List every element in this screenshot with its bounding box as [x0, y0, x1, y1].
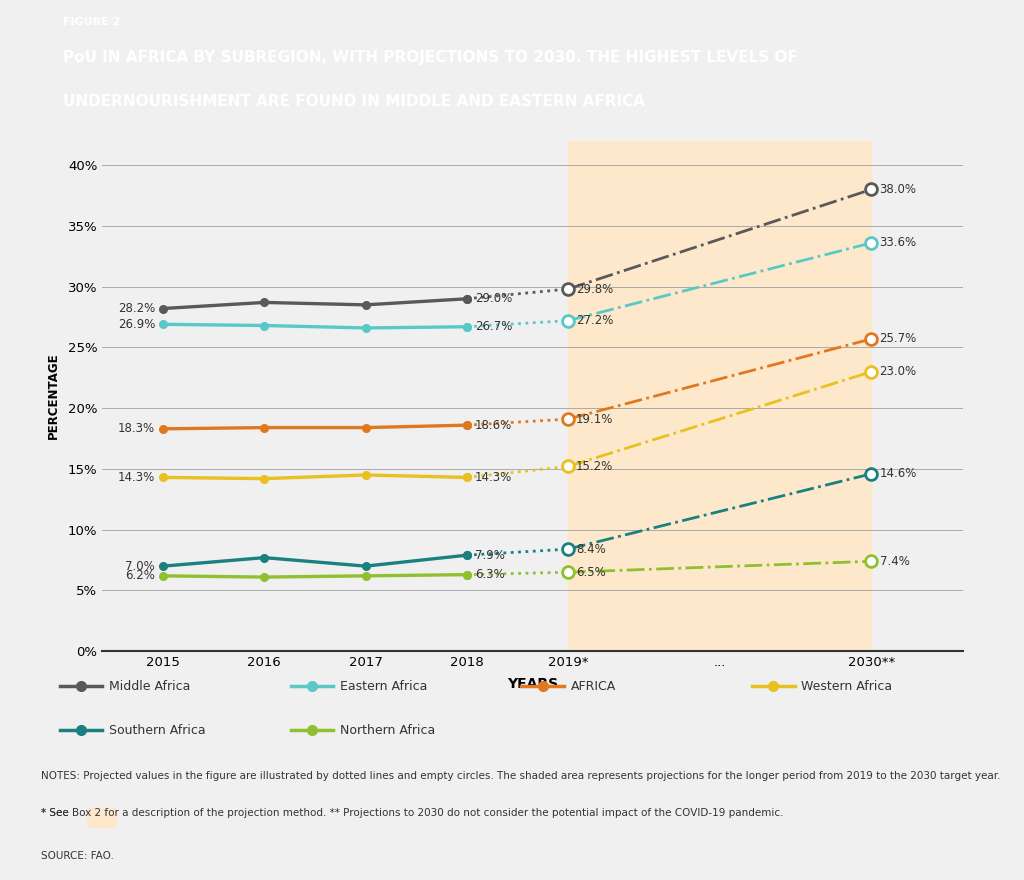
- Text: 8.4%: 8.4%: [575, 543, 606, 555]
- Text: PoU IN AFRICA BY SUBREGION, WITH PROJECTIONS TO 2030. THE HIGHEST LEVELS OF: PoU IN AFRICA BY SUBREGION, WITH PROJECT…: [63, 50, 799, 65]
- Text: 7.9%: 7.9%: [475, 549, 505, 561]
- Text: 18.6%: 18.6%: [475, 419, 512, 432]
- Text: 25.7%: 25.7%: [880, 333, 916, 345]
- Text: 6.5%: 6.5%: [575, 566, 606, 579]
- Text: 38.0%: 38.0%: [880, 183, 916, 196]
- Text: 19.1%: 19.1%: [575, 413, 613, 426]
- Text: 29.0%: 29.0%: [475, 292, 512, 305]
- Text: 7.4%: 7.4%: [880, 554, 909, 568]
- Text: UNDERNOURISHMENT ARE FOUND IN MIDDLE AND EASTERN AFRICA: UNDERNOURISHMENT ARE FOUND IN MIDDLE AND…: [63, 94, 645, 109]
- Text: Western Africa: Western Africa: [801, 680, 892, 693]
- Text: * See Box 2 for a description of the projection method. ** Projections to 2030 d: * See Box 2 for a description of the pro…: [41, 808, 783, 818]
- Text: 26.7%: 26.7%: [475, 320, 512, 334]
- Text: Northern Africa: Northern Africa: [340, 724, 435, 737]
- Text: FIGURE 2: FIGURE 2: [63, 17, 121, 27]
- Text: 14.3%: 14.3%: [118, 471, 155, 484]
- Text: 27.2%: 27.2%: [575, 314, 613, 327]
- Text: * See: * See: [41, 808, 72, 818]
- Text: Middle Africa: Middle Africa: [109, 680, 190, 693]
- Text: 28.2%: 28.2%: [118, 302, 155, 315]
- Text: 7.0%: 7.0%: [125, 560, 155, 573]
- Bar: [568, 141, 871, 651]
- Text: 23.0%: 23.0%: [880, 365, 916, 378]
- Y-axis label: PERCENTAGE: PERCENTAGE: [46, 353, 59, 439]
- Text: 29.8%: 29.8%: [575, 282, 613, 296]
- X-axis label: YEARS: YEARS: [507, 678, 558, 692]
- Text: 26.9%: 26.9%: [118, 318, 155, 331]
- Text: AFRICA: AFRICA: [570, 680, 615, 693]
- Text: NOTES: Projected values in the figure are illustrated by dotted lines and empty : NOTES: Projected values in the figure ar…: [41, 771, 1000, 781]
- FancyBboxPatch shape: [87, 808, 118, 828]
- Text: 6.2%: 6.2%: [125, 569, 155, 583]
- Text: 33.6%: 33.6%: [880, 237, 916, 249]
- Text: SOURCE: FAO.: SOURCE: FAO.: [41, 851, 114, 861]
- Text: 18.3%: 18.3%: [118, 422, 155, 436]
- Text: 14.3%: 14.3%: [475, 471, 512, 484]
- Text: 15.2%: 15.2%: [575, 460, 613, 473]
- Text: Southern Africa: Southern Africa: [109, 724, 206, 737]
- Text: 6.3%: 6.3%: [475, 568, 505, 581]
- Text: Eastern Africa: Eastern Africa: [340, 680, 427, 693]
- Text: 14.6%: 14.6%: [880, 467, 916, 480]
